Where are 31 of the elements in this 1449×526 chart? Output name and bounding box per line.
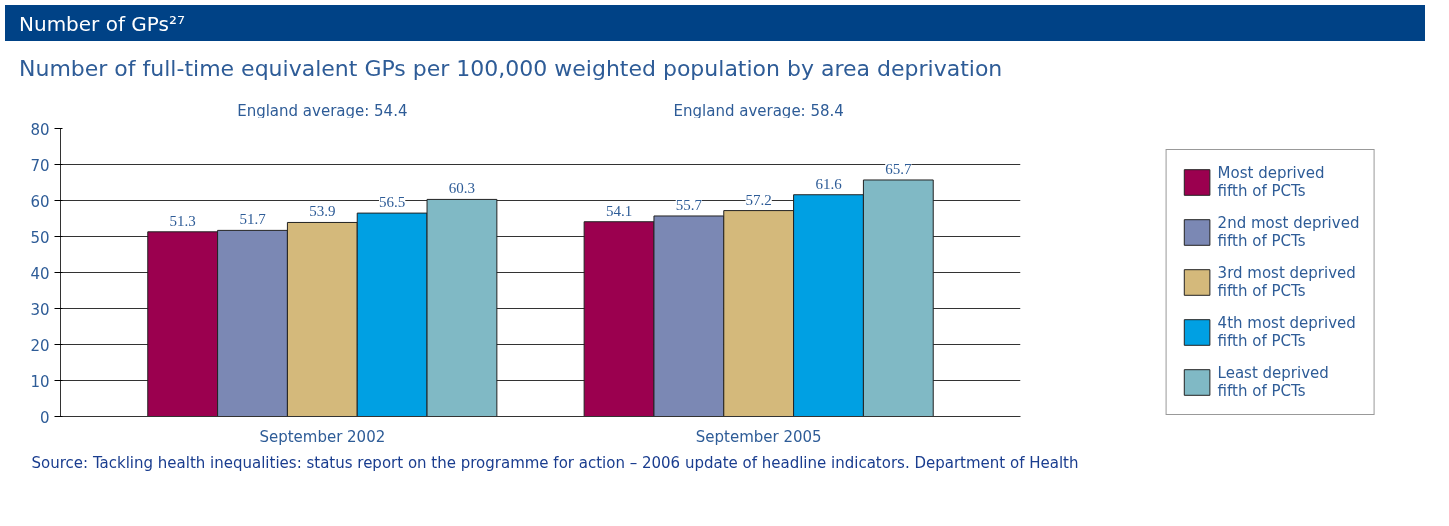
y-tick-label: 80 (30, 120, 50, 139)
text: England average: 54.4 (237, 101, 408, 120)
y-tick-label: 50 (30, 228, 50, 247)
legend-label: 2nd most deprived fifth of PCTs (1217, 214, 1360, 250)
data-label: 53.9 (309, 203, 336, 220)
y-tick-label: 60 (30, 192, 50, 211)
data-label: 56.5 (379, 194, 406, 211)
data-label: 51.7 (239, 211, 267, 228)
data-label: 57.2 (745, 191, 772, 208)
data-label: 61.6 (815, 175, 843, 192)
x-tick-label: September 2005 (695, 427, 822, 446)
data-label: 51.3 (169, 212, 196, 229)
source-note: Source: Tackling health inequalities: status report on the programme for action – 2006 update of headline indicators. Department of Health (31, 453, 1079, 474)
y-tick-label: 40 (30, 264, 50, 283)
chart-subtitle: Number of full-time equivalent GPs per 100,000 weighted population by area deprivation (19, 55, 1003, 83)
legend-label: 4th most deprived fifth of PCTs (1217, 314, 1356, 350)
data-label: 55.7 (675, 196, 703, 213)
legend-label: 3rd most deprived fifth of PCTs (1217, 264, 1356, 300)
legend-label: Most deprived fifth of PCTs (1217, 164, 1325, 200)
y-tick-label: 70 (30, 156, 50, 175)
data-label: 54.1 (605, 202, 633, 219)
legend-label: Least deprived fifth of PCTs (1217, 364, 1329, 400)
data-label: 60.3 (448, 180, 476, 197)
y-tick-label: 20 (30, 336, 50, 355)
text: England average: 58.4 (673, 101, 844, 120)
y-tick-label: 30 (30, 300, 50, 319)
data-label: 65.7 (885, 160, 912, 177)
y-tick-label: 10 (30, 372, 50, 391)
chart-title: Number of GPs²⁷ (19, 11, 185, 38)
y-tick-label: 0 (39, 408, 50, 427)
x-tick-label: September 2002 (259, 427, 386, 446)
